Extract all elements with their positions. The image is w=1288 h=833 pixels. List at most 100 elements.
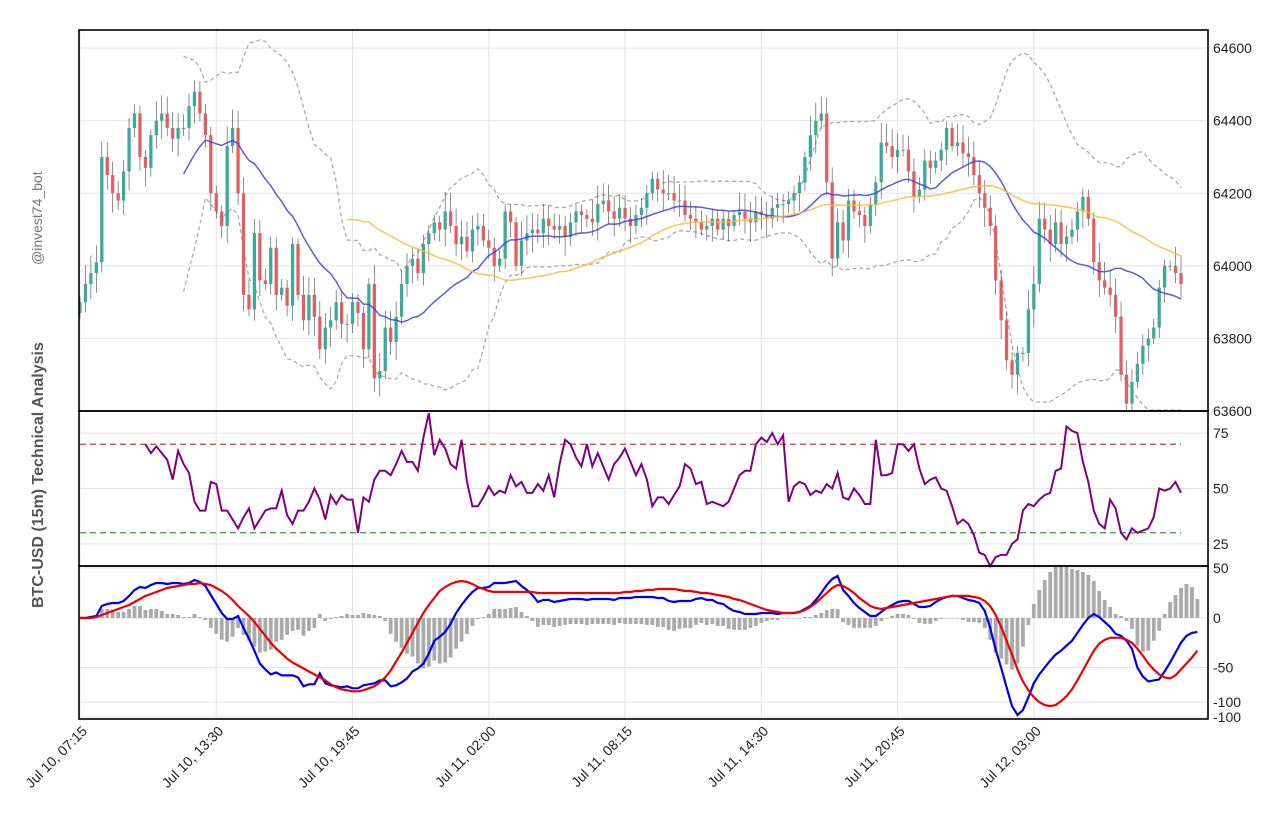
candle-body xyxy=(754,211,758,223)
macd-histogram-bar xyxy=(481,617,486,618)
candle-body xyxy=(939,149,943,161)
candle-body xyxy=(688,215,693,219)
macd-histogram-bar xyxy=(1162,614,1167,618)
rsi-y-tick-label: 50 xyxy=(1213,481,1229,497)
macd-histogram-bar xyxy=(808,617,813,618)
macd-histogram-bar xyxy=(944,618,949,619)
macd-histogram-bar xyxy=(568,618,573,624)
macd-histogram-bar xyxy=(459,618,464,642)
candle-body xyxy=(503,211,507,259)
candle-body xyxy=(269,247,273,284)
candle-body xyxy=(345,323,349,325)
macd-histogram-bar xyxy=(230,618,235,637)
macd-histogram-bar xyxy=(688,618,693,628)
macd-signal-line xyxy=(80,579,1199,708)
candle-body xyxy=(934,160,938,168)
candle-body xyxy=(448,211,453,226)
macd-histogram-bar xyxy=(721,618,726,626)
candle-body xyxy=(857,211,862,216)
candle-body xyxy=(825,113,829,183)
candle-body xyxy=(961,142,965,154)
candle-body xyxy=(83,284,88,303)
macd-histogram-bar xyxy=(819,613,824,618)
macd-histogram-bar xyxy=(328,618,333,619)
candle-body xyxy=(296,244,300,295)
candle-body xyxy=(508,211,513,223)
candle-body xyxy=(307,294,311,321)
x-tick-label: Jul 10, 07:15 xyxy=(22,723,90,791)
watermark-handle: @invest74_bot xyxy=(29,171,45,265)
macd-histogram-bar xyxy=(448,618,453,658)
candle-body xyxy=(1048,229,1052,245)
macd-histogram-bar xyxy=(623,618,627,624)
macd-histogram-bar xyxy=(677,618,682,629)
grid-lines xyxy=(79,30,1207,719)
candle-body xyxy=(1108,287,1112,295)
candle-body xyxy=(274,247,278,295)
candle-body xyxy=(1141,345,1145,364)
candle-body xyxy=(923,160,927,190)
macd-histogram-bar xyxy=(557,618,562,626)
macd-y-tick-label: -100 xyxy=(1213,709,1241,725)
x-tick-label: Jul 10, 19:45 xyxy=(295,723,363,791)
candle-body xyxy=(552,225,556,230)
macd-histogram-bar xyxy=(252,618,257,647)
macd-histogram-bar xyxy=(650,618,655,625)
macd-histogram-bar xyxy=(356,615,360,618)
candle-body xyxy=(863,215,867,226)
candle-body xyxy=(590,218,594,223)
candle-body xyxy=(192,91,197,107)
candle-body xyxy=(579,211,584,216)
side-title: BTC-USD (15m) Technical Analysis xyxy=(30,342,47,608)
macd-histogram-bar xyxy=(454,618,458,649)
macd-histogram-bar xyxy=(764,618,769,621)
candle-body xyxy=(225,146,229,226)
macd-histogram-bar xyxy=(824,610,829,618)
candle-body xyxy=(944,127,949,150)
candle-body xyxy=(372,284,376,379)
axis-ticks: Jul 10, 07:15 Jul 10, 13:30 Jul 10, 19:45 J… xyxy=(22,40,1252,791)
macd-histogram-bar xyxy=(1168,602,1173,618)
candle-body xyxy=(1163,265,1167,288)
candle-body xyxy=(1103,280,1107,288)
macd-histogram-bar xyxy=(890,616,895,618)
macd-histogram-bar xyxy=(421,618,426,669)
candle-body xyxy=(716,218,720,230)
macd-histogram-bar xyxy=(901,614,905,618)
candle-body xyxy=(1124,374,1129,404)
macd-histogram-bar xyxy=(192,614,197,618)
candle-body xyxy=(1173,265,1178,274)
macd-histogram-bar xyxy=(737,618,742,630)
candle-body xyxy=(334,302,338,321)
macd-histogram-bar xyxy=(574,618,578,624)
macd-histogram-bar xyxy=(148,609,153,618)
candle-body xyxy=(1064,236,1069,245)
macd-histogram-bar xyxy=(971,618,976,622)
macd-histogram-bar xyxy=(699,618,704,623)
candle-body xyxy=(585,215,589,219)
macd-histogram-bar xyxy=(247,618,251,641)
candle-body xyxy=(143,157,148,168)
macd-histogram-bar xyxy=(786,618,791,619)
candle-body xyxy=(841,222,845,241)
candle-body xyxy=(1032,284,1036,310)
macd-y-tick-label: -100 xyxy=(1213,694,1241,710)
candle-body xyxy=(568,222,573,237)
macd-line xyxy=(80,574,1198,717)
macd-histogram-bar xyxy=(497,609,502,618)
macd-histogram-bar xyxy=(432,618,437,661)
candle-body xyxy=(1135,363,1140,382)
candle-body xyxy=(895,149,900,157)
candle-body xyxy=(835,222,840,259)
macd-histogram-bar xyxy=(759,618,764,623)
macd-histogram-bar xyxy=(835,609,840,618)
candle-body xyxy=(236,127,240,194)
macd-histogram-bar xyxy=(1102,600,1107,618)
macd-histogram-bar xyxy=(884,618,889,619)
candle-body xyxy=(601,200,605,205)
macd-histogram-bar xyxy=(285,618,290,635)
candle-body xyxy=(596,204,600,223)
macd-histogram-bar xyxy=(715,618,720,626)
candle-body xyxy=(165,113,169,128)
price-panel xyxy=(78,39,1183,411)
